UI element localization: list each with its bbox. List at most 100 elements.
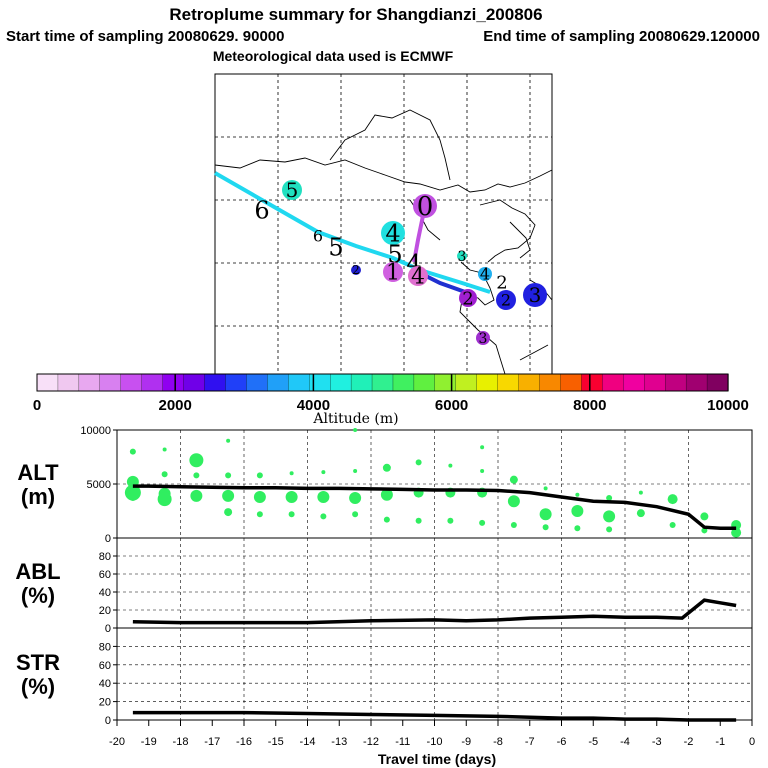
map-marker-label: 3 <box>458 249 467 265</box>
map-marker: 2 <box>496 272 507 293</box>
start-time-label: Start time of sampling 20080629. 90000 <box>6 28 284 45</box>
scatter-point <box>667 494 678 505</box>
x-tick-label: -7 <box>525 736 535 748</box>
x-tick-label: -9 <box>461 736 471 748</box>
colorbar-swatch <box>99 373 122 392</box>
scatter-point <box>193 472 200 479</box>
scatter-point <box>353 469 358 474</box>
colorbar-swatch <box>371 373 394 392</box>
scatter-point <box>479 519 486 526</box>
map-marker: 3 <box>523 283 547 307</box>
colorbar-tick-label: 4000 <box>297 397 330 414</box>
map-marker-label: 6 <box>313 227 323 246</box>
scatter-point <box>226 438 231 443</box>
scatter-point <box>382 463 391 472</box>
panel-alt: 0 5000 10000 ALT(m) <box>17 425 753 545</box>
map-marker-label: 5 <box>286 178 299 202</box>
colorbar-swatch <box>413 373 436 392</box>
scatter-point <box>189 453 204 468</box>
scatter-point <box>285 490 298 503</box>
y-tick-label: 0 <box>105 533 111 545</box>
scatter-point <box>222 489 235 502</box>
colorbar-swatch <box>706 373 729 392</box>
colorbar-swatch <box>665 373 687 392</box>
scatter-point <box>225 472 232 479</box>
scatter-point <box>603 510 616 523</box>
colorbar-tick-label: 0 <box>33 397 41 414</box>
map-marker: 1 <box>383 261 403 286</box>
map-marker-label: 4 <box>480 265 490 284</box>
map-marker: 3 <box>476 331 490 347</box>
map-marker-label: 1 <box>386 261 400 286</box>
scatter-point <box>161 471 168 478</box>
colorbar-swatch <box>330 373 352 392</box>
map-marker: 2 <box>496 290 516 310</box>
end-time-label: End time of sampling 20080629.120000 <box>483 28 760 45</box>
y-tick-label: 80 <box>99 641 111 653</box>
scatter-point <box>415 459 422 466</box>
map-marker-label: 3 <box>479 331 488 347</box>
scatter-point <box>542 524 549 531</box>
x-tick-label: -8 <box>493 736 503 748</box>
x-tick-label: -20 <box>109 736 125 748</box>
map-marker-label: 4 <box>385 219 400 247</box>
map-marker-label: 2 <box>496 272 507 293</box>
scatter-point <box>543 486 548 491</box>
colorbar-swatch <box>288 373 310 392</box>
scatter-point <box>606 495 613 502</box>
colorbar-swatch <box>685 373 708 392</box>
scatter-point <box>380 488 393 501</box>
map-marker-label: 5 <box>387 240 402 268</box>
scatter-point <box>669 522 676 529</box>
map-marker: 4 <box>408 265 428 290</box>
x-tick-label: -12 <box>363 736 379 748</box>
map-marker-label: 5 <box>328 233 343 261</box>
scatter-point <box>352 511 359 518</box>
map-marker: 3 <box>457 249 467 265</box>
scatter-point <box>320 513 327 520</box>
y-tick-label: 20 <box>99 605 111 617</box>
scatter-point <box>157 492 172 507</box>
map-marker: 0 <box>413 192 437 222</box>
panel-str: 0 20 40 60 80 STR(%) <box>16 627 753 727</box>
scatter-point <box>510 522 517 529</box>
scatter-point <box>731 527 742 538</box>
colorbar-swatch <box>602 373 624 392</box>
y-tick-label: 5000 <box>87 479 111 491</box>
plot-title: Retroplume summary for Shangdianzi_20080… <box>169 5 542 24</box>
x-axis-label: Travel time (days) <box>378 751 496 767</box>
colorbar-swatch <box>518 373 541 392</box>
map-marker-label: 2 <box>462 288 473 309</box>
scatter-point <box>256 472 263 479</box>
map-marker-label: 2 <box>501 291 511 310</box>
scatter-point <box>256 511 263 518</box>
scatter-point <box>447 517 454 524</box>
colorbar-swatch <box>476 373 499 392</box>
scatter-point <box>638 490 643 495</box>
scatter-point <box>571 505 584 517</box>
colorbar-tick-label: 8000 <box>573 397 606 414</box>
x-tick-label: -13 <box>331 736 347 748</box>
colorbar-swatch <box>497 373 520 392</box>
panel-label: ABL <box>15 559 60 584</box>
colorbar-swatch <box>309 373 331 392</box>
map-marker: 5 <box>328 233 343 261</box>
scatter-point <box>539 508 552 521</box>
map-marker-label: 3 <box>529 283 542 307</box>
series-line <box>132 598 737 625</box>
scatter-point <box>321 470 326 475</box>
panel-unit: (%) <box>21 583 55 608</box>
x-tick-label: 0 <box>749 736 755 748</box>
colorbar-tick-label: 10000 <box>707 397 749 414</box>
y-tick-label: 0 <box>105 715 111 727</box>
scatter-point <box>190 489 203 502</box>
colorbar-swatch <box>350 373 373 392</box>
panel-unit: (%) <box>21 674 55 699</box>
scatter-point <box>288 511 295 518</box>
scatter-point <box>636 509 645 518</box>
map-marker: 4 <box>381 219 405 247</box>
scatter-point <box>509 475 518 484</box>
panel-unit: (m) <box>21 484 55 509</box>
x-tick-label: -15 <box>268 736 284 748</box>
y-tick-label: 0 <box>105 623 111 635</box>
